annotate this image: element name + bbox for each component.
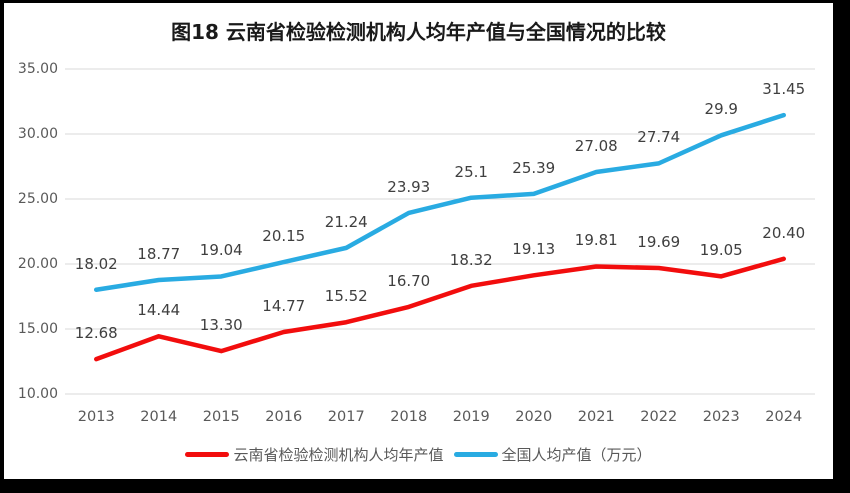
data-label: 12.68	[74, 324, 118, 343]
y-axis-tick-label: 20.00	[17, 256, 58, 272]
data-label: 27.08	[574, 136, 618, 155]
data-label: 19.04	[199, 241, 243, 260]
data-label: 20.15	[262, 227, 306, 246]
data-label: 19.81	[574, 231, 618, 250]
legend-label-yunnan: 云南省检验检测机构人均年产值	[233, 446, 444, 464]
y-axis-tick-label: 15.00	[17, 321, 58, 337]
data-label: 19.69	[637, 233, 681, 252]
legend-item-yunnan: 云南省检验检测机构人均年产值	[185, 444, 444, 465]
chart-title: 图18 云南省检验检测机构人均年产值与全国情况的比较	[171, 20, 666, 44]
data-label: 18.32	[449, 250, 493, 269]
x-axis-tick-label: 2017	[327, 409, 365, 425]
x-axis-tick-label: 2024	[765, 409, 803, 425]
x-axis-tick-label: 2014	[140, 409, 178, 425]
data-label: 18.77	[137, 244, 181, 263]
x-axis-tick-label: 2022	[640, 409, 678, 425]
x-axis-tick-label: 2015	[202, 409, 240, 425]
x-axis-tick-label: 2019	[452, 409, 490, 425]
data-label: 25.1	[454, 162, 488, 181]
y-axis-tick-label: 25.00	[17, 191, 58, 207]
y-axis-tick-label: 10.00	[17, 386, 58, 402]
legend-line-swatch-blue	[453, 452, 498, 457]
y-axis-tick-label: 30.00	[17, 126, 58, 142]
data-label: 19.13	[512, 240, 556, 259]
data-label: 14.44	[137, 301, 181, 320]
data-label: 23.93	[387, 177, 431, 196]
data-label: 18.02	[74, 254, 118, 273]
data-label: 20.40	[762, 223, 806, 242]
data-label: 19.05	[699, 241, 743, 260]
data-label: 15.52	[324, 287, 368, 306]
data-label: 13.30	[199, 316, 243, 335]
x-axis-tick-label: 2016	[265, 409, 303, 425]
legend-item-national: 全国人均产值（万元）	[453, 444, 652, 465]
data-label: 16.70	[387, 271, 431, 290]
x-axis-tick-label: 2013	[77, 409, 115, 425]
x-axis-tick-label: 2023	[702, 409, 740, 425]
data-label: 14.77	[262, 296, 306, 315]
x-axis-tick-label: 2020	[515, 409, 553, 425]
legend-line-swatch-red	[185, 452, 230, 457]
legend: 云南省检验检测机构人均年产值 全国人均产值（万元）	[4, 444, 833, 465]
x-axis-tick-label: 2018	[390, 409, 428, 425]
data-label: 29.9	[704, 100, 738, 119]
data-label: 31.45	[762, 80, 806, 99]
data-label: 21.24	[324, 212, 368, 231]
data-label: 25.39	[512, 158, 556, 177]
y-axis-tick-label: 35.00	[17, 61, 58, 77]
data-label: 27.74	[637, 128, 681, 147]
x-axis-tick-label: 2021	[577, 409, 615, 425]
legend-label-national: 全国人均产值（万元）	[501, 446, 652, 464]
